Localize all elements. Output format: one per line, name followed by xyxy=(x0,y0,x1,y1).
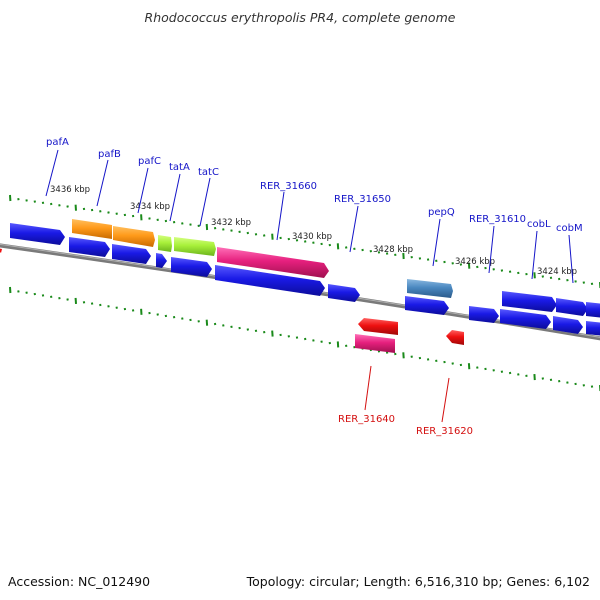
forward-gene-track xyxy=(10,223,600,336)
gene-label-tatC[interactable]: tatC xyxy=(198,167,219,178)
scale-ticks-lower xyxy=(9,286,600,392)
gene-RER_31640-cog[interactable] xyxy=(355,334,395,353)
gene-label-pafC[interactable]: pafC xyxy=(138,156,161,167)
gene-arrow[interactable] xyxy=(553,316,583,334)
genome-summary-text: Topology: circular; Length: 6,516,310 bp… xyxy=(246,574,590,589)
gene-label-pepQ[interactable]: pepQ xyxy=(428,207,455,218)
kbp-label: 3434 kbp xyxy=(130,202,170,212)
gene-label-cobM[interactable]: cobM xyxy=(556,223,583,234)
kbp-label: 3430 kbp xyxy=(292,232,332,242)
gene-pafC-cog[interactable] xyxy=(158,235,172,252)
gene-arrow[interactable] xyxy=(586,321,600,336)
gene-arrow[interactable] xyxy=(10,223,65,245)
gene-arrow[interactable] xyxy=(69,237,110,257)
gene-arrow[interactable] xyxy=(556,298,588,316)
forward-cog-track xyxy=(72,219,453,298)
gene-label-RER_31620[interactable]: RER_31620 xyxy=(416,426,473,437)
kbp-label: 3436 kbp xyxy=(50,185,90,195)
kbp-label: 3424 kbp xyxy=(537,267,577,277)
gene-arrow[interactable] xyxy=(215,265,325,296)
gene-arrow[interactable] xyxy=(405,296,449,315)
gene-label-RER_31660[interactable]: RER_31660 xyxy=(260,181,317,192)
accession-text: Accession: NC_012490 xyxy=(8,574,150,589)
gene-RER_31660-cog[interactable] xyxy=(217,247,329,278)
kbp-label: 3432 kbp xyxy=(211,218,251,228)
reverse-gene-labels: RER_31640 RER_31620 xyxy=(338,414,473,437)
kbp-label: 3428 kbp xyxy=(373,245,413,255)
gene-arrow[interactable] xyxy=(502,291,557,312)
map-title: Rhodococcus erythropolis PR4, complete g… xyxy=(145,10,456,25)
scale-ticks-upper xyxy=(9,194,600,289)
gene-pafB-cog[interactable] xyxy=(113,226,155,247)
gene-arrow[interactable] xyxy=(586,302,600,318)
forward-gene-labels: pafA pafB pafC tatA tatC RER_31660 RER_3… xyxy=(46,137,583,234)
gene-pafA-cog[interactable] xyxy=(72,219,112,239)
gene-pepQ-cog[interactable] xyxy=(407,279,453,298)
gene-RER_31620[interactable] xyxy=(446,330,464,345)
reverse-gene-track xyxy=(355,318,464,353)
gene-arrow[interactable] xyxy=(469,306,499,323)
gene-arrow[interactable] xyxy=(500,309,551,329)
gene-label-cobL[interactable]: cobL xyxy=(527,219,551,230)
gene-arrow[interactable] xyxy=(156,253,167,268)
gene-arrow[interactable] xyxy=(328,284,360,302)
gene-tatA-cog[interactable] xyxy=(174,237,216,256)
reverse-leader-lines xyxy=(364,365,450,423)
gene-RER_31640[interactable] xyxy=(358,318,398,335)
kbp-labels: 3436 kbp 3434 kbp 3432 kbp 3430 kbp 3428… xyxy=(50,185,577,277)
forward-leader-lines xyxy=(45,149,574,284)
gene-label-RER_31650[interactable]: RER_31650 xyxy=(334,194,391,205)
gene-label-pafA[interactable]: pafA xyxy=(46,137,69,148)
gene-arrow[interactable] xyxy=(112,244,151,264)
gene-label-tatA[interactable]: tatA xyxy=(169,162,190,173)
gene-label-pafB[interactable]: pafB xyxy=(98,149,121,160)
gene-label-RER_31640[interactable]: RER_31640 xyxy=(338,414,395,425)
gene-arrow[interactable] xyxy=(171,257,212,277)
clipped-reverse-gene xyxy=(0,248,2,253)
gene-label-RER_31610[interactable]: RER_31610 xyxy=(469,214,526,225)
kbp-label: 3426 kbp xyxy=(455,257,495,267)
